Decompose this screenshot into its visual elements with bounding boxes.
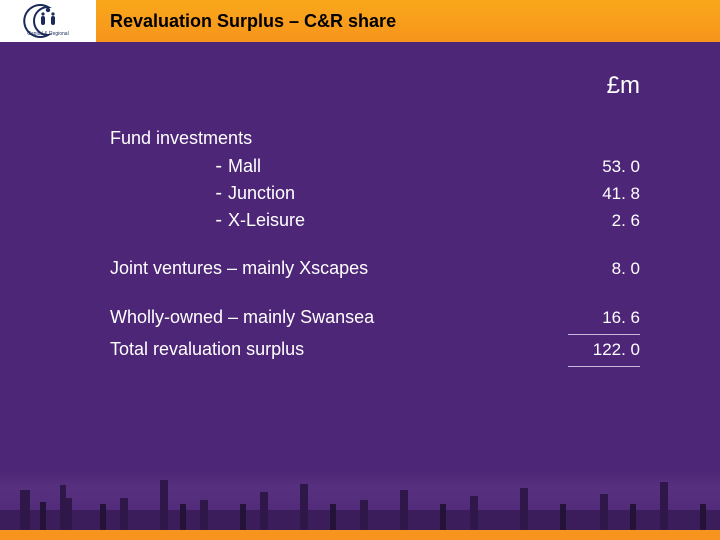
total-label: Total revaluation surplus [110, 339, 550, 360]
bullet-dash-icon: - [110, 209, 228, 232]
row-label: Wholly-owned – mainly Swansea [110, 307, 550, 328]
fund-item-row: - X-Leisure 2. 6 [110, 209, 640, 232]
svg-text:Capital & Regional: Capital & Regional [27, 31, 68, 37]
footer [0, 470, 720, 540]
total-rule [110, 366, 640, 367]
row-value: 16. 6 [550, 308, 640, 328]
fund-item-value: 53. 0 [550, 157, 640, 177]
capital-regional-logo-icon: Capital & Regional [13, 4, 83, 38]
skyline-icon [0, 470, 720, 530]
fund-item-value: 2. 6 [550, 211, 640, 231]
total-value: 122. 0 [550, 340, 640, 360]
subtotal-rule [110, 334, 640, 335]
row-value: 8. 0 [550, 259, 640, 279]
column-header-row: £m [110, 72, 640, 100]
fund-item-row: - Mall 53. 0 [110, 155, 640, 178]
row-label: Joint ventures – mainly Xscapes [110, 258, 550, 279]
logo-box: Capital & Regional [0, 0, 96, 42]
fund-item-label: Mall [228, 156, 550, 177]
fund-item-label: X-Leisure [228, 210, 550, 231]
bullet-dash-icon: - [110, 182, 228, 205]
bullet-dash-icon: - [110, 155, 228, 178]
column-header: £m [550, 72, 640, 100]
skyline-band [0, 470, 720, 530]
fund-item-label: Junction [228, 183, 550, 204]
footer-accent-bar [0, 530, 720, 540]
table-row: Wholly-owned – mainly Swansea 16. 6 [110, 307, 640, 328]
fund-item-value: 41. 8 [550, 184, 640, 204]
content-area: £m Fund investments - Mall 53. 0 - Junct… [0, 42, 720, 367]
fund-heading-label: Fund investments [110, 128, 550, 149]
header-bar: Capital & Regional Revaluation Surplus –… [0, 0, 720, 42]
table-row: Joint ventures – mainly Xscapes 8. 0 [110, 258, 640, 279]
fund-item-row: - Junction 41. 8 [110, 182, 640, 205]
total-row: Total revaluation surplus 122. 0 [110, 339, 640, 360]
fund-heading-row: Fund investments [110, 128, 640, 149]
slide-title: Revaluation Surplus – C&R share [110, 11, 396, 32]
